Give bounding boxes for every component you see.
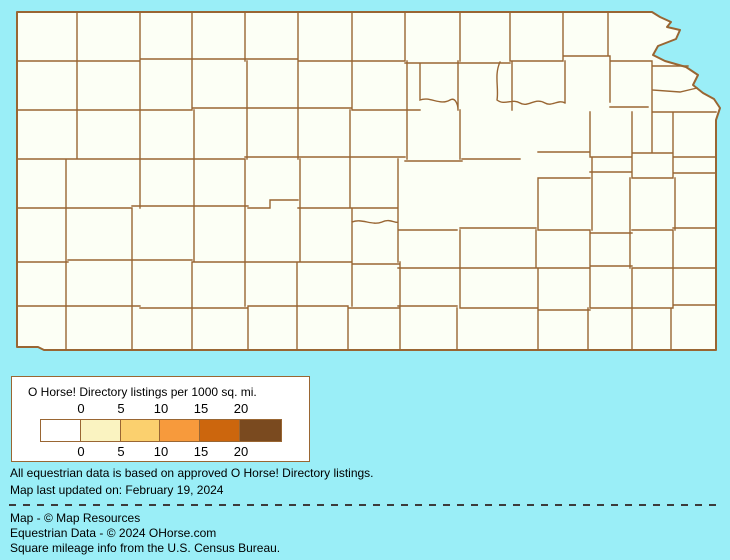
legend-scale-labels-bottom: 0 5 10 15 20	[41, 444, 301, 459]
map-legend: O Horse! Directory listings per 1000 sq.…	[11, 376, 310, 462]
legend-swatch	[200, 420, 241, 441]
census-credit: Square mileage info from the U.S. Census…	[10, 541, 281, 555]
legend-tick: 10	[153, 401, 169, 416]
legend-swatch	[41, 420, 81, 441]
county-borders	[16, 11, 717, 351]
legend-swatch	[240, 420, 281, 441]
legend-tick: 15	[193, 401, 209, 416]
legend-swatch	[160, 420, 201, 441]
legend-tick: 0	[77, 444, 85, 459]
legend-scale-labels-top: 0 5 10 15 20	[41, 401, 301, 416]
legend-swatch	[80, 420, 121, 441]
kansas-county-map	[16, 11, 721, 351]
legend-tick: 5	[117, 401, 125, 416]
legend-tick: 15	[193, 444, 209, 459]
legend-color-scale	[40, 419, 282, 442]
legend-tick: 20	[233, 401, 249, 416]
state-outline	[16, 11, 721, 351]
data-source-note: All equestrian data is based on approved…	[10, 466, 374, 480]
legend-tick: 20	[233, 444, 249, 459]
dashed-separator	[9, 504, 723, 506]
legend-title: O Horse! Directory listings per 1000 sq.…	[28, 385, 257, 399]
equestrian-data-credit: Equestrian Data - © 2024 OHorse.com	[10, 526, 217, 540]
last-updated-note: Map last updated on: February 19, 2024	[10, 483, 224, 497]
legend-swatch	[120, 420, 161, 441]
legend-tick: 10	[153, 444, 169, 459]
legend-tick: 5	[117, 444, 125, 459]
legend-tick: 0	[77, 401, 85, 416]
map-svg	[16, 11, 721, 351]
map-credit: Map - © Map Resources	[10, 511, 141, 525]
